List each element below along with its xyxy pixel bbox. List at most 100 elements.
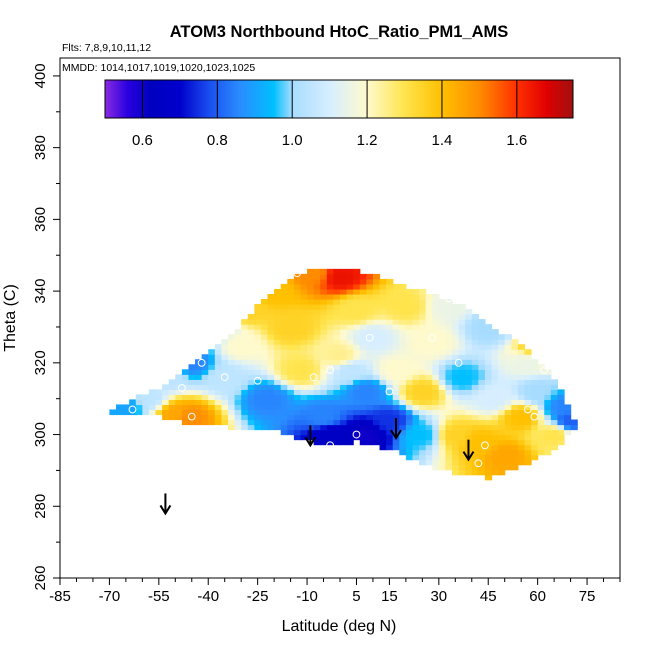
heatmap-cell bbox=[386, 439, 394, 446]
heatmap-cell bbox=[478, 359, 486, 365]
heatmap-cell bbox=[399, 319, 407, 325]
heatmap-cell bbox=[340, 283, 348, 290]
heatmap-cell bbox=[419, 309, 427, 315]
heatmap-cell bbox=[340, 439, 348, 446]
heatmap-cell bbox=[293, 409, 302, 416]
heatmap-cell bbox=[326, 268, 335, 275]
heatmap-cell bbox=[260, 424, 269, 431]
heatmap-cell bbox=[465, 319, 473, 325]
heatmap-cell bbox=[544, 384, 552, 390]
heatmap-cell bbox=[432, 384, 440, 390]
heatmap-cell bbox=[465, 374, 473, 380]
heatmap-cell bbox=[201, 374, 209, 380]
heatmap-cell bbox=[366, 344, 374, 350]
heatmap-cell bbox=[307, 359, 315, 365]
heatmap-cell bbox=[438, 339, 447, 345]
heatmap-cell bbox=[293, 419, 302, 426]
heatmap-cell bbox=[247, 399, 255, 406]
heatmap-cell bbox=[320, 439, 328, 446]
heatmap-cell bbox=[379, 349, 387, 355]
heatmap-cell bbox=[452, 399, 460, 406]
heatmap-cell bbox=[326, 424, 335, 431]
heatmap-cell bbox=[419, 293, 427, 300]
heatmap-cell bbox=[452, 409, 460, 416]
heatmap-cell bbox=[491, 444, 499, 451]
heatmap-cell bbox=[405, 374, 414, 380]
heatmap-cell bbox=[287, 369, 295, 375]
heatmap-cell bbox=[399, 449, 407, 456]
heatmap-cell bbox=[498, 399, 506, 406]
heatmap-cell bbox=[412, 298, 420, 305]
heatmap-cell bbox=[340, 374, 348, 380]
heatmap-cell bbox=[340, 288, 348, 295]
heatmap-cell bbox=[405, 339, 414, 345]
heatmap-cell bbox=[399, 429, 407, 436]
heatmap-cell bbox=[386, 379, 394, 385]
heatmap-cell bbox=[445, 304, 453, 310]
heatmap-cell bbox=[254, 329, 262, 335]
heatmap-cell bbox=[557, 424, 565, 431]
heatmap-cell bbox=[432, 459, 440, 466]
heatmap-cell bbox=[484, 439, 493, 446]
heatmap-cell bbox=[531, 424, 539, 431]
heatmap-cell bbox=[498, 364, 506, 370]
heatmap-cell bbox=[517, 369, 526, 375]
heatmap-cell bbox=[188, 419, 196, 426]
heatmap-cell bbox=[313, 434, 321, 441]
heatmap-cell bbox=[241, 334, 249, 340]
heatmap-cell bbox=[247, 354, 255, 360]
heatmap-cell bbox=[366, 324, 374, 330]
heatmap-cell bbox=[247, 329, 255, 335]
heatmap-cell bbox=[504, 354, 512, 360]
heatmap-cell bbox=[438, 344, 447, 350]
heatmap-cell bbox=[412, 349, 420, 355]
heatmap-cell bbox=[142, 409, 150, 416]
heatmap-cell bbox=[326, 334, 335, 340]
heatmap-cell bbox=[293, 324, 302, 330]
heatmap-cell bbox=[478, 439, 486, 446]
heatmap-cell bbox=[340, 354, 348, 360]
heatmap-cell bbox=[392, 404, 400, 411]
heatmap-cell bbox=[484, 474, 493, 481]
heatmap-cell bbox=[333, 268, 341, 275]
heatmap-cell bbox=[293, 278, 302, 285]
heatmap-cell bbox=[392, 329, 400, 335]
heatmap-cell bbox=[346, 379, 354, 385]
heatmap-cell bbox=[267, 389, 275, 395]
heatmap-cell bbox=[293, 379, 302, 385]
heatmap-cell bbox=[320, 434, 328, 441]
heatmap-cell bbox=[386, 399, 394, 406]
heatmap-cell bbox=[353, 304, 361, 310]
heatmap-cell bbox=[175, 409, 183, 416]
heatmap-cell bbox=[445, 399, 453, 406]
heatmap-cell bbox=[320, 414, 328, 421]
heatmap-cell bbox=[419, 349, 427, 355]
heatmap-cell bbox=[313, 298, 321, 305]
heatmap-cell bbox=[432, 329, 440, 335]
heatmap-cell bbox=[419, 364, 427, 370]
heatmap-cell bbox=[537, 429, 545, 436]
heatmap-cell bbox=[471, 374, 479, 380]
heatmap-cell bbox=[544, 399, 552, 406]
heatmap-cell bbox=[478, 374, 486, 380]
heatmap-cell bbox=[478, 389, 486, 395]
heatmap-cell bbox=[399, 349, 407, 355]
heatmap-cell bbox=[254, 414, 262, 421]
heatmap-cell bbox=[379, 309, 387, 315]
heatmap-cell bbox=[359, 344, 367, 350]
colorbar: 0.6 0.8 1.0 1.2 1.4 1.6 bbox=[104, 79, 574, 149]
heatmap-cell bbox=[287, 374, 295, 380]
heatmap-cell bbox=[267, 344, 275, 350]
heatmap-cell bbox=[517, 454, 526, 461]
heatmap-cell bbox=[333, 278, 341, 285]
heatmap-cell bbox=[465, 464, 473, 471]
heatmap-cell bbox=[412, 424, 420, 431]
heatmap-cell bbox=[326, 329, 335, 335]
heatmap-cell bbox=[452, 419, 460, 426]
heatmap-cell bbox=[386, 394, 394, 401]
heatmap-cell bbox=[379, 399, 387, 406]
heatmap-cell bbox=[537, 394, 545, 401]
heatmap-cell bbox=[471, 454, 479, 461]
heatmap-cell bbox=[340, 429, 348, 436]
heatmap-cell bbox=[313, 268, 321, 275]
